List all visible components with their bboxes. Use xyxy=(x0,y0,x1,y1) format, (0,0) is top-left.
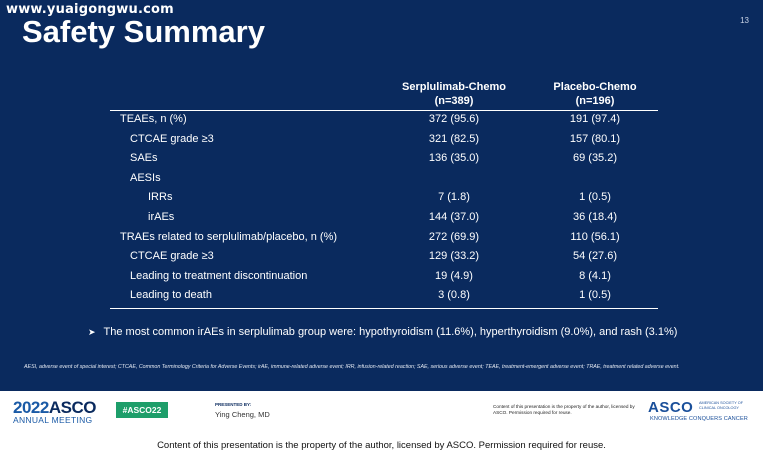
presenter-name: Ying Cheng, MD xyxy=(215,410,270,419)
key-finding-bullet: ➤ The most common irAEs in serplulimab gr… xyxy=(88,326,677,338)
table-row: TEAEs, n (%) 372 (95.6) 191 (97.4) xyxy=(110,110,658,130)
cell-placebo: 110 (56.1) xyxy=(570,230,620,243)
slide: www.yuaigongwu.com Safety Summary 13 Ser… xyxy=(0,0,763,391)
annual-meeting-label: ANNUAL MEETING xyxy=(13,415,93,425)
cell-placebo: 1 (0.5) xyxy=(579,191,611,204)
asco-society-name: AMERICAN SOCIETY OF CLINICAL ONCOLOGY xyxy=(699,401,744,410)
cell-serplulimab: 272 (69.9) xyxy=(428,230,480,243)
column-header-n: (n=389) xyxy=(434,95,474,107)
row-label: Leading to death xyxy=(130,289,212,302)
table-row: TRAEs related to serplulimab/placebo, n … xyxy=(110,228,658,248)
cell-serplulimab: 3 (0.8) xyxy=(438,289,470,302)
watermark: www.yuaigongwu.com xyxy=(6,2,174,17)
rights-notice: Content of this presentation is the prop… xyxy=(157,440,606,451)
table-row: AESIs xyxy=(110,169,658,189)
table-bottom-rule xyxy=(110,308,658,309)
cell-serplulimab: 321 (82.5) xyxy=(428,132,480,145)
table-row: CTCAE grade ≥3 321 (82.5) 157 (80.1) xyxy=(110,130,658,150)
cell-placebo: 8 (4.1) xyxy=(579,269,611,282)
row-label: SAEs xyxy=(130,152,158,165)
column-header-serplulimab: Serplulimab-Chemo (n=389) xyxy=(394,80,514,108)
page-number: 13 xyxy=(740,16,749,25)
cell-placebo: 157 (80.1) xyxy=(569,132,621,145)
cell-serplulimab: 144 (37.0) xyxy=(428,211,480,223)
abbreviations-footnote: AESI, adverse event of special interest;… xyxy=(24,364,680,370)
asco-2022-logo: 2022ASCO xyxy=(13,398,96,418)
row-label: Leading to treatment discontinuation xyxy=(130,269,308,282)
asco-tagline: KNOWLEDGE CONQUERS CANCER xyxy=(650,416,748,422)
table-top-rule xyxy=(110,110,658,111)
table-row: SAEs 136 (35.0) 69 (35.2) xyxy=(110,149,658,169)
asco-logo: ASCO xyxy=(648,399,694,416)
asco-year-prefix: 2022 xyxy=(13,398,49,417)
rights-notice-small: Content of this presentation is the prop… xyxy=(493,404,635,415)
asco-year-name: ASCO xyxy=(48,398,97,417)
cell-serplulimab: 136 (35.0) xyxy=(428,152,480,165)
presented-by-label: PRESENTED BY: xyxy=(215,402,252,407)
cell-serplulimab: 19 (4.9) xyxy=(435,269,473,282)
table-row: irAEs 144 (37.0) 36 (18.4) xyxy=(110,208,658,228)
cell-serplulimab: 7 (1.8) xyxy=(438,191,470,204)
cell-serplulimab: 129 (33.2) xyxy=(428,250,480,263)
cell-placebo: 69 (35.2) xyxy=(572,152,618,165)
column-header-n: (n=196) xyxy=(575,95,615,107)
bullet-text: The most common irAEs in serplulimab gro… xyxy=(103,326,678,338)
arrow-bullet-icon: ➤ xyxy=(88,327,96,337)
row-label: CTCAE grade ≥3 xyxy=(130,250,214,263)
column-header-name: Serplulimab-Chemo xyxy=(402,81,506,93)
table-row: CTCAE grade ≥3 129 (33.2) 54 (27.6) xyxy=(110,247,658,267)
column-header-name: Placebo-Chemo xyxy=(553,81,637,93)
cell-serplulimab: 372 (95.6) xyxy=(428,113,480,125)
row-label: CTCAE grade ≥3 xyxy=(130,132,214,145)
row-label: TRAEs related to serplulimab/placebo, n … xyxy=(120,230,338,243)
row-label: TEAEs, n (%) xyxy=(120,113,187,125)
table-row: IRRs 7 (1.8) 1 (0.5) xyxy=(110,188,658,208)
hashtag-badge: #ASCO22 xyxy=(116,402,168,418)
cell-placebo: 191 (97.4) xyxy=(569,113,621,125)
row-label: irAEs xyxy=(148,211,175,223)
row-label: AESIs xyxy=(130,171,161,184)
row-label: IRRs xyxy=(148,191,173,204)
table-row: Leading to death 3 (0.8) 1 (0.5) xyxy=(110,286,658,306)
slide-title: Safety Summary xyxy=(22,14,265,49)
cell-placebo: 54 (27.6) xyxy=(572,250,618,263)
cell-placebo: 36 (18.4) xyxy=(572,211,618,223)
column-header-placebo: Placebo-Chemo (n=196) xyxy=(535,80,655,108)
table-row: Leading to treatment discontinuation 19 … xyxy=(110,267,658,287)
cell-placebo: 1 (0.5) xyxy=(579,289,611,302)
